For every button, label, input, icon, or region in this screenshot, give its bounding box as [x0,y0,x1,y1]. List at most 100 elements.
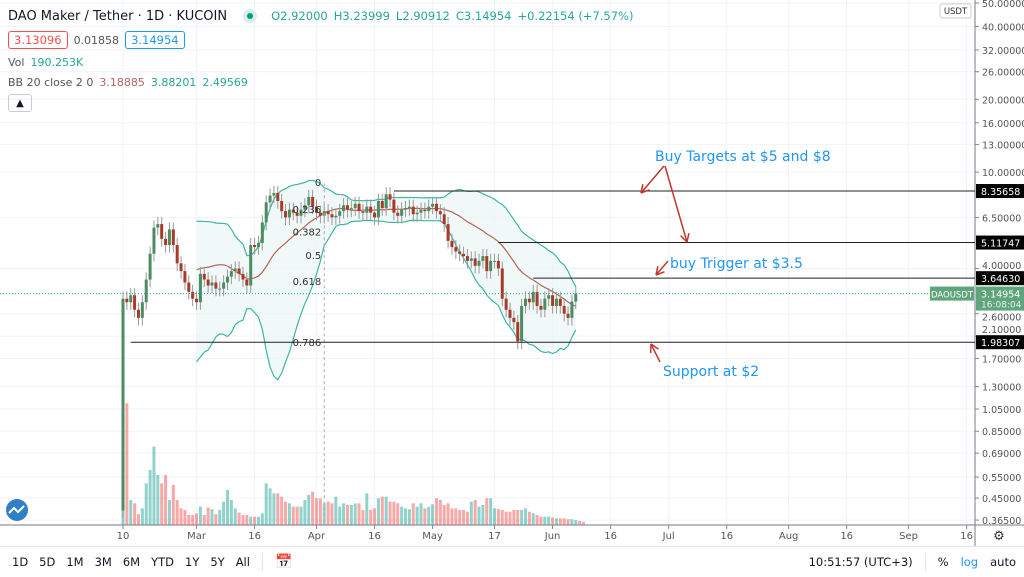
volume-bar [129,500,132,525]
candle [129,295,132,302]
candle [354,204,357,208]
price-tick-label: 10.00000 [982,168,1024,179]
volume-bar [152,447,155,525]
volume-bar [516,510,519,525]
candle [330,214,333,217]
time-label: 16 [248,531,261,542]
candle [257,243,260,247]
range-3m[interactable]: 3M [95,555,112,569]
range-1y[interactable]: 1Y [185,555,199,569]
range-5y[interactable]: 5Y [210,555,224,569]
symbol-title[interactable]: DAO Maker / Tether · 1D · KUCOIN [8,9,227,24]
range-6m[interactable]: 6M [123,555,140,569]
candle [439,211,442,214]
percent-toggle[interactable]: % [938,555,949,569]
range-all[interactable]: All [236,555,250,569]
candle [423,210,426,212]
time-label: Aug [779,531,799,542]
volume-bar [172,485,175,525]
candle [238,268,241,273]
fib-level-label: 0.618 [293,277,322,288]
price-tick-label: 1.05000 [982,405,1021,416]
volume-bar [497,509,500,525]
sell-button[interactable]: 3.13096 [8,31,68,49]
candle [265,202,268,222]
bb-label[interactable]: BB 20 close 2 0 [8,76,93,89]
candle [435,204,438,211]
volume-bar [358,503,361,525]
volume-bar [284,502,287,525]
price-tick-label: 50.00000 [982,0,1024,10]
candle [180,263,183,271]
volume-bar [466,512,469,525]
buy-button[interactable]: 3.14954 [125,31,185,49]
spread-value: 0.01858 [74,34,120,47]
annotation-support: Support at $2 [663,364,759,380]
volume-bar [218,510,221,525]
volume-bar [350,505,353,525]
volume-bar [524,508,527,525]
volume-bar [238,513,241,526]
candle [211,282,214,285]
candle [416,213,419,215]
volume-bar [582,522,585,525]
arrow-head [687,233,689,242]
volume-bar [176,500,179,525]
candle [214,282,217,288]
volume-bar [300,507,303,525]
candle [431,204,434,207]
time-label: Mar [187,531,207,542]
time-label: 16 [720,531,733,542]
calendar-goto-icon[interactable]: 📅 [275,554,292,570]
volume-bar [272,493,275,525]
price-tick-label: 0.69000 [982,449,1021,460]
range-1d[interactable]: 1D [12,555,28,569]
candle [249,245,252,286]
annotation-trigger: buy Trigger at $3.5 [670,256,803,272]
chevron-up-icon[interactable]: ▲ [8,94,32,112]
time-label: Jun [544,531,561,542]
clock[interactable]: 10:51:57 (UTC+3) [809,555,913,569]
time-label: 16 [960,531,973,542]
candle [187,282,190,291]
price-tick-label: 0.85000 [982,427,1021,438]
candle [183,271,186,282]
bb-upper-value: 3.88201 [151,76,197,89]
candle [269,196,272,203]
time-label: May [422,531,443,542]
auto-toggle[interactable]: auto [990,555,1016,569]
bb-lower-value: 2.49569 [202,76,248,89]
chart-legend: DAO Maker / Tether · 1D · KUCOIN O2.9200… [8,6,633,112]
candle [454,247,457,251]
candle [505,299,508,310]
fib-level-label: 0.786 [293,338,322,349]
candle [458,252,461,254]
symbol-badge-label: DAOUSDT [931,291,974,301]
candle [361,211,364,213]
volume-bar [249,517,252,525]
range-ytd[interactable]: YTD [151,555,174,569]
candle [392,200,395,213]
candle [145,280,148,303]
price-tick-label: 2.10000 [982,325,1021,336]
volume-bar [574,520,577,525]
price-tick-label: 13.00000 [982,141,1024,152]
candle [276,193,279,201]
volume-bar [373,508,376,525]
candle [419,210,422,213]
range-5d[interactable]: 5D [39,555,55,569]
volume-bar [493,508,496,525]
candle [245,280,248,286]
candle [172,229,175,245]
candle [404,208,407,209]
candle [563,306,566,314]
candle [373,213,376,218]
time-label: 16 [604,531,617,542]
volume-bar [296,507,299,525]
log-toggle[interactable]: log [961,555,979,569]
volume-bar [396,503,399,525]
candle [551,295,554,306]
volume-bar [485,498,488,525]
range-1m[interactable]: 1M [66,555,83,569]
volume-bar [257,517,260,525]
